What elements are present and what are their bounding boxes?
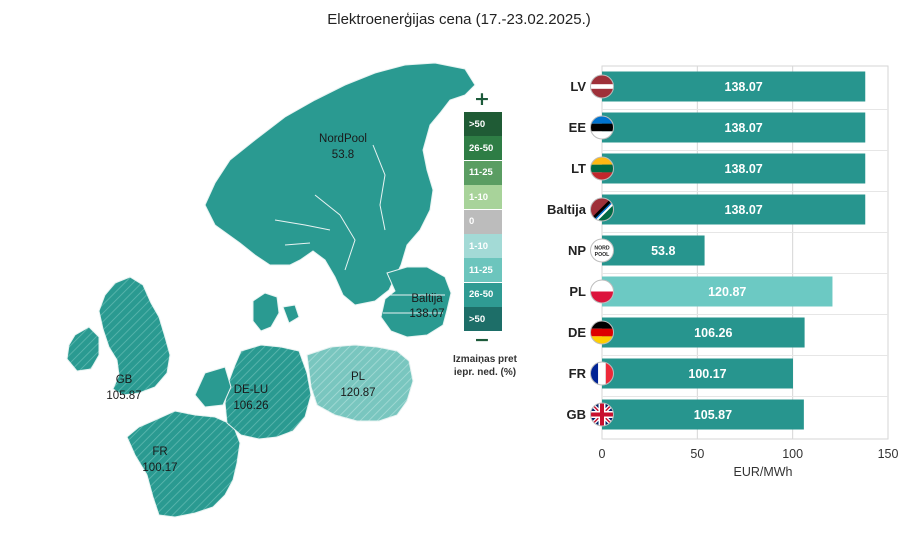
bar <box>602 317 805 348</box>
bar-chart: 0 50 100 150 EUR/MWh 138.07 LV 138.07 EE 138.07 LT… <box>520 60 918 490</box>
category-label: DE <box>568 325 586 340</box>
bar <box>602 276 833 307</box>
category-label: EE <box>569 120 587 135</box>
bar <box>602 399 804 430</box>
estonia-flag-icon <box>590 116 614 139</box>
legend-item: 1-10 <box>464 234 502 258</box>
map-value-fr: 100.17 <box>142 462 177 474</box>
map-region-pl <box>306 344 414 422</box>
bar <box>602 112 866 143</box>
map-value-baltija: 138.07 <box>409 308 444 320</box>
bar-row: 138.07 LV <box>570 71 866 102</box>
legend-item: 11-25 <box>464 160 502 185</box>
baltic-flag-icon <box>590 198 614 221</box>
flag-border <box>590 279 614 304</box>
poland-flag-icon <box>590 280 614 303</box>
bar-row: 120.87 PL <box>569 276 833 307</box>
germany-flag-icon <box>590 321 614 344</box>
svg-text:POOL: POOL <box>595 252 611 258</box>
legend-caption-line1: Izmaiņas pret <box>453 354 517 365</box>
x-tick-label: 0 <box>599 447 606 461</box>
bar-value-label: 53.8 <box>651 244 675 258</box>
map-value-pl: 120.87 <box>340 387 375 399</box>
x-tick-label: 150 <box>878 447 899 461</box>
bar-value-label: 138.07 <box>725 203 763 217</box>
map-region-ireland <box>66 326 100 372</box>
category-label: Baltija <box>547 202 587 217</box>
europe-map: NordPool 53.8 Baltija 138.07 GB 105.87 D… <box>55 55 505 535</box>
bar <box>602 194 866 225</box>
chart-title: Elektroenerģijas cena (17.-23.02.2025.) <box>327 11 591 28</box>
svg-text:NORD: NORD <box>594 246 610 252</box>
legend-item: 26-50 <box>464 136 502 161</box>
map-value-nordpool: 53.8 <box>332 149 354 161</box>
x-tick-label: 50 <box>690 447 704 461</box>
flag-border <box>590 197 614 222</box>
category-label: GB <box>567 407 587 422</box>
uk-flag-icon <box>590 403 614 426</box>
bar-row: 138.07 Baltija <box>547 194 866 225</box>
legend-item: 26-50 <box>464 282 502 307</box>
plus-icon: + <box>474 88 490 110</box>
flag-border <box>590 156 614 181</box>
legend-item: 1-10 <box>464 185 502 210</box>
bar-row: 138.07 EE <box>569 112 866 143</box>
legend-caption-line2: iepr. ned. (%) <box>453 367 517 378</box>
flag-border <box>590 238 614 263</box>
category-label: PL <box>569 284 586 299</box>
bar-row: 100.17 FR <box>569 358 793 389</box>
map-label-nordpool: NordPool <box>319 133 367 145</box>
bar-row: 138.07 LT <box>571 153 866 184</box>
bar-value-label: 120.87 <box>708 285 746 299</box>
legend-item: 11-25 <box>464 258 502 283</box>
bar-value-label: 106.26 <box>694 326 732 340</box>
bar-value-label: 100.17 <box>688 367 726 381</box>
map-region-gb <box>98 276 171 396</box>
map-value-de-lu: 106.26 <box>233 400 268 412</box>
x-axis-title: EUR/MWh <box>733 465 792 479</box>
map-region-denmark <box>252 292 280 332</box>
map-label-de-lu: DE-LU <box>234 384 269 396</box>
bar-row: 105.87 GB <box>567 399 804 430</box>
map-label-fr: FR <box>152 446 167 458</box>
latvia-flag-icon <box>590 75 614 98</box>
bar <box>602 71 866 102</box>
flag-border <box>590 74 614 99</box>
flag-border <box>590 115 614 140</box>
category-label: LT <box>571 161 586 176</box>
legend-item: >50 <box>464 307 502 332</box>
bar-row: 106.26 DE <box>568 317 805 348</box>
legend-item: 0 <box>464 209 502 234</box>
flag-border <box>590 320 614 345</box>
map-region-nordpool <box>204 62 476 306</box>
minus-icon: − <box>474 329 490 351</box>
category-label: NP <box>568 243 586 258</box>
bar <box>602 153 866 184</box>
bar <box>602 358 793 389</box>
bar-chart-svg: 0 50 100 150 EUR/MWh 138.07 LV 138.07 EE 138.07 LT… <box>547 65 899 479</box>
map-label-pl: PL <box>351 371 366 383</box>
lithuania-flag-icon <box>590 157 614 180</box>
map-region-fr <box>126 410 241 518</box>
legend-item: >50 <box>464 112 502 136</box>
map-value-gb: 105.87 <box>106 390 141 402</box>
legend-caption: Izmaiņas pret iepr. ned. (%) <box>430 353 540 379</box>
flag-border <box>590 361 614 386</box>
bar-value-label: 105.87 <box>694 408 732 422</box>
europe-map-svg: NordPool 53.8 Baltija 138.07 GB 105.87 D… <box>66 62 476 518</box>
france-flag-icon <box>590 362 614 385</box>
bar-value-label: 138.07 <box>725 80 763 94</box>
bar-value-label: 138.07 <box>725 162 763 176</box>
map-region-baltija <box>380 266 452 338</box>
category-label: FR <box>569 366 587 381</box>
map-label-baltija: Baltija <box>411 293 443 305</box>
bar-value-label: 138.07 <box>725 121 763 135</box>
map-label-gb: GB <box>116 374 133 386</box>
x-tick-label: 100 <box>782 447 803 461</box>
flag-border <box>590 402 614 427</box>
category-label: LV <box>570 79 586 94</box>
bar <box>602 235 705 266</box>
